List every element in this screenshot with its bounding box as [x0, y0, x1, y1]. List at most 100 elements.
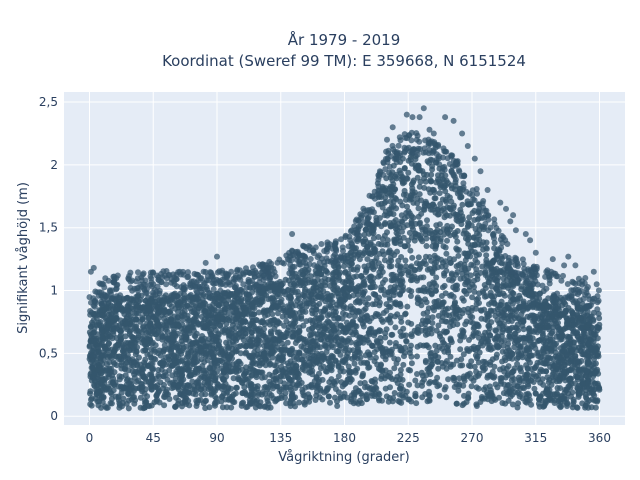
- data-point: [190, 340, 197, 347]
- data-point: [400, 386, 407, 393]
- data-point: [370, 386, 377, 393]
- data-point: [433, 303, 440, 310]
- data-point: [391, 289, 398, 296]
- data-point: [157, 379, 164, 386]
- data-point: [429, 361, 436, 368]
- data-point: [404, 303, 411, 310]
- data-point: [436, 190, 443, 197]
- data-point: [413, 164, 420, 171]
- data-point: [276, 352, 283, 359]
- data-point: [585, 321, 592, 328]
- data-point: [207, 384, 214, 391]
- data-point: [440, 243, 447, 250]
- data-point: [371, 393, 378, 400]
- data-point: [480, 239, 487, 246]
- data-point: [408, 342, 414, 349]
- data-point: [233, 384, 240, 391]
- data-point: [591, 380, 598, 387]
- data-point: [147, 309, 154, 315]
- data-point: [266, 390, 273, 397]
- data-point: [249, 303, 256, 310]
- data-point: [412, 377, 419, 384]
- data-point: [285, 324, 292, 331]
- data-point: [409, 254, 416, 261]
- data-point: [397, 367, 404, 373]
- data-point: [348, 396, 355, 403]
- data-point: [192, 304, 199, 310]
- data-point: [382, 334, 389, 341]
- data-point: [356, 256, 363, 263]
- data-point: [540, 360, 547, 367]
- data-point: [591, 356, 598, 362]
- data-point: [475, 295, 481, 302]
- data-point: [381, 212, 388, 219]
- data-point: [327, 399, 333, 406]
- data-point: [248, 329, 255, 336]
- data-point: [147, 299, 154, 306]
- data-point: [141, 334, 148, 341]
- data-point: [461, 392, 467, 399]
- data-point: [88, 337, 95, 344]
- data-point: [419, 238, 426, 245]
- data-point: [400, 361, 407, 368]
- data-point: [540, 381, 547, 388]
- data-point: [354, 264, 361, 271]
- data-point: [193, 313, 200, 320]
- data-point: [281, 322, 288, 329]
- data-point: [186, 390, 192, 396]
- data-point: [180, 329, 187, 335]
- data-point: [98, 370, 105, 376]
- data-point: [447, 259, 454, 266]
- data-point: [103, 346, 110, 353]
- data-point: [406, 350, 413, 356]
- data-point: [250, 391, 257, 398]
- data-point: [532, 390, 539, 397]
- data-point: [503, 271, 510, 278]
- data-point: [324, 269, 331, 276]
- data-point: [206, 336, 213, 342]
- data-point: [301, 298, 308, 305]
- data-point: [406, 381, 413, 388]
- data-point: [508, 369, 515, 376]
- data-point: [536, 337, 543, 344]
- data-point: [96, 341, 103, 348]
- data-point: [255, 309, 262, 316]
- data-point: [496, 394, 502, 401]
- data-point: [120, 395, 127, 402]
- data-point: [345, 363, 352, 370]
- data-point: [219, 297, 226, 304]
- data-point: [168, 341, 175, 348]
- data-point: [260, 289, 267, 296]
- data-point: [452, 182, 459, 189]
- data-point: [134, 344, 141, 351]
- data-point: [294, 288, 301, 295]
- data-point: [398, 347, 405, 354]
- data-point: [406, 229, 413, 236]
- data-point: [512, 389, 519, 396]
- data-point: [536, 396, 543, 403]
- data-point: [205, 312, 212, 319]
- data-point: [315, 315, 322, 322]
- data-point: [423, 342, 430, 349]
- data-point: [125, 405, 132, 412]
- data-point: [463, 399, 470, 405]
- data-point: [303, 303, 310, 310]
- data-point: [116, 376, 123, 383]
- data-point: [302, 280, 309, 287]
- data-point: [372, 354, 379, 361]
- data-point: [353, 323, 360, 330]
- data-point: [476, 290, 483, 297]
- data-point: [427, 189, 434, 196]
- data-point: [501, 354, 508, 361]
- data-point: [408, 320, 415, 327]
- data-point: [161, 402, 168, 409]
- data-point: [475, 323, 482, 330]
- data-point: [241, 388, 248, 395]
- data-point: [509, 401, 516, 408]
- data-point: [356, 249, 363, 256]
- data-point: [339, 315, 346, 322]
- data-point: [254, 340, 261, 347]
- data-point: [491, 239, 498, 246]
- data-point: [472, 242, 479, 249]
- data-point: [351, 391, 358, 398]
